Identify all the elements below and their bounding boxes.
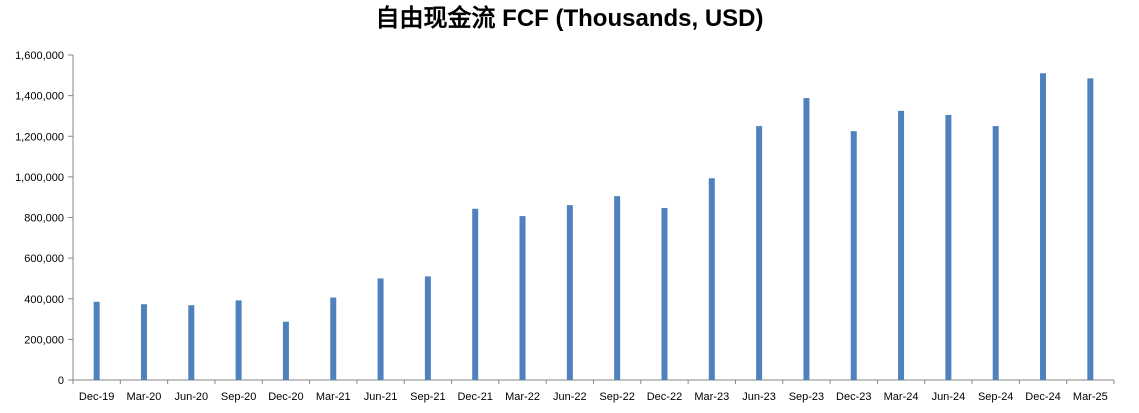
x-tick-label: Jun-20 [174,391,208,403]
y-tick-label: 1,400,000 [15,91,64,103]
y-tick-label: 200,000 [24,334,64,346]
x-tick-label: Jun-24 [932,391,966,403]
x-tick-label: Mar-20 [127,391,162,403]
bar [282,321,289,380]
x-tick-label: Mar-21 [316,391,351,403]
axes [68,54,1115,384]
x-tick-label: Dec-23 [836,391,871,403]
x-tick-label: Dec-19 [79,391,114,403]
bar [377,278,384,380]
x-tick-label: Dec-20 [268,391,303,403]
x-tick-label: Mar-24 [884,391,919,403]
bar [898,110,905,380]
x-tick-label: Mar-25 [1073,391,1108,403]
bar [661,207,668,380]
bar [708,178,715,380]
x-tick-label: Mar-22 [505,391,540,403]
y-tick-label: 0 [58,375,64,387]
bar [140,304,147,380]
bar [472,208,479,380]
bar [945,114,952,380]
bars [93,73,1094,380]
x-tick-label: Mar-23 [694,391,729,403]
x-tick-label: Sep-20 [221,391,256,403]
bar [756,126,763,380]
y-tick-label: 1,200,000 [15,131,64,143]
y-tick-label: 400,000 [24,294,64,306]
y-tick-label: 800,000 [24,213,64,225]
x-tick-label: Jun-22 [553,391,587,403]
bar [992,126,999,380]
bar [188,305,195,380]
bar [1087,78,1094,380]
bar [330,297,337,380]
bar [93,301,100,380]
x-tick-label: Sep-21 [410,391,445,403]
y-tick-label: 1,600,000 [15,50,64,62]
bar [424,276,431,380]
bar [850,131,857,380]
x-tick-label: Sep-24 [978,391,1013,403]
bar [519,216,526,380]
x-tick-label: Dec-22 [647,391,682,403]
bar [1040,73,1047,380]
x-tick-label: Jun-23 [742,391,776,403]
y-tick-label: 1,000,000 [15,172,64,184]
bar [566,205,573,380]
y-tick-labels: 0 200,000 400,000 600,000 800,000 1,000,000 1,… [15,50,64,387]
chart-title: 自由现金流 FCF (Thousands, USD) [375,5,764,32]
bar [235,300,242,380]
x-tick-label: Dec-21 [457,391,492,403]
bar [614,196,621,380]
x-tick-label: Sep-23 [789,391,824,403]
x-tick-label: Sep-22 [599,391,634,403]
bar [803,98,810,380]
x-tick-label: Jun-21 [364,391,398,403]
y-tick-label: 600,000 [24,253,64,265]
x-tick-label: Dec-24 [1025,391,1060,403]
x-tick-labels: Dec-19 Mar-20 Jun-20 Sep-20 Dec-20 Mar-21 Jun-… [79,391,1108,403]
